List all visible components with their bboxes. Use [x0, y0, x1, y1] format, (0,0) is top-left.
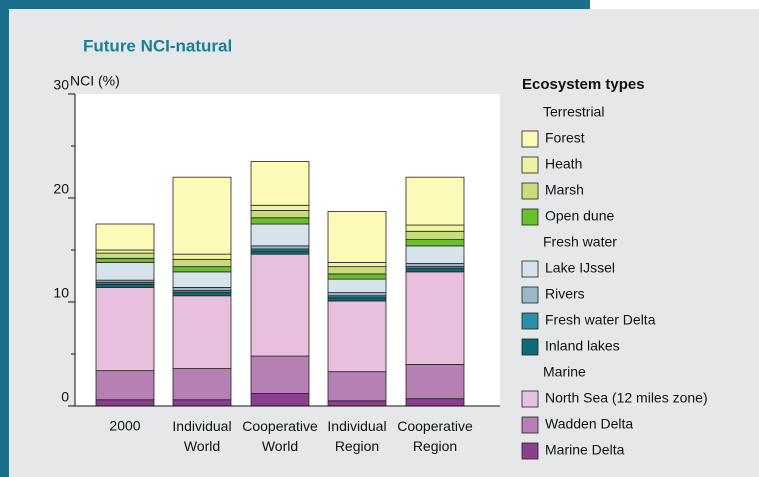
- bar-segment: [95, 249, 155, 254]
- legend-swatch: [521, 312, 539, 330]
- bar-segment: [327, 297, 387, 302]
- legend-title: Ecosystem types: [522, 76, 645, 93]
- bar-segment: [172, 271, 232, 288]
- bar-segment: [172, 295, 232, 369]
- legend-swatch: [521, 182, 539, 200]
- bar-segment: [172, 368, 232, 401]
- legend-swatch: [521, 130, 539, 148]
- legend-label: Marsh: [545, 182, 584, 198]
- bar-segment: [327, 292, 387, 297]
- x-tick-label: Individual Region: [327, 418, 386, 454]
- y-tick-label: 20: [53, 181, 69, 197]
- chart-title: Future NCI-natural: [83, 36, 232, 55]
- legend-swatch: [521, 442, 539, 460]
- bar-segment: [172, 258, 232, 268]
- x-tick-label: Cooperative World: [242, 418, 318, 454]
- bar-segment: [172, 292, 232, 297]
- bar-segment: [172, 253, 232, 260]
- legend-label: Fresh water Delta: [545, 312, 656, 328]
- bar-segment: [327, 266, 387, 275]
- bar-segment: [250, 245, 310, 250]
- y-tick-label: 30: [53, 77, 69, 93]
- bar-segment: [250, 204, 310, 211]
- legend-swatch: [521, 156, 539, 174]
- bar-segment: [405, 398, 465, 407]
- top-notch: [590, 0, 759, 9]
- legend-group-label: Marine: [543, 364, 586, 380]
- bar-segment: [95, 223, 155, 251]
- bar-segment: [327, 262, 387, 268]
- legend-swatch: [521, 390, 539, 408]
- bar-segment: [405, 263, 465, 268]
- bar-segment: [172, 399, 232, 407]
- y-tick-label: 10: [53, 285, 69, 301]
- bar-segment: [327, 300, 387, 373]
- legend-label: Marine Delta: [545, 442, 625, 458]
- bar-segment: [405, 363, 465, 400]
- top-band: [0, 0, 590, 9]
- y-axis-label: NCI (%): [70, 73, 120, 89]
- legend-group-label: Terrestrial: [543, 104, 604, 120]
- x-tick-label: Cooperative Region: [397, 418, 473, 454]
- legend-label: Open dune: [545, 208, 614, 224]
- bar-segment: [95, 283, 155, 288]
- legend-label: Forest: [545, 130, 585, 146]
- bar-segment: [95, 370, 155, 401]
- bar-segment: [250, 161, 310, 206]
- legend-label: Rivers: [545, 286, 585, 302]
- bar-segment: [95, 399, 155, 407]
- bar-segment: [95, 262, 155, 281]
- legend-swatch: [521, 260, 539, 278]
- bar-segment: [250, 217, 310, 225]
- bar-segment: [250, 223, 310, 247]
- bar-segment: [327, 400, 387, 407]
- bar-segment: [405, 230, 465, 240]
- y-tick-label: 0: [61, 389, 69, 405]
- legend-swatch: [521, 338, 539, 356]
- legend-group-label: Fresh water: [543, 234, 617, 250]
- bar-segment: [405, 239, 465, 247]
- bar-segment: [172, 287, 232, 291]
- legend-swatch: [521, 416, 539, 434]
- bar-segment: [95, 252, 155, 259]
- bar-segment: [405, 176, 465, 226]
- legend-label: Wadden Delta: [545, 416, 633, 432]
- legend-label: Inland lakes: [545, 338, 620, 354]
- bar-segment: [95, 257, 155, 263]
- bar-segment: [327, 371, 387, 402]
- legend-swatch: [521, 286, 539, 304]
- bar-segment: [95, 287, 155, 372]
- bar-segment: [250, 253, 310, 357]
- legend-label: Lake IJssel: [545, 260, 615, 276]
- bar-segment: [405, 245, 465, 264]
- legend-swatch: [521, 208, 539, 226]
- bar-segment: [250, 393, 310, 407]
- x-tick-label: 2000: [109, 418, 140, 434]
- bar-segment: [327, 278, 387, 294]
- bar-segment: [327, 211, 387, 263]
- bar-segment: [172, 266, 232, 273]
- bar-segment: [250, 210, 310, 219]
- bar-segment: [405, 224, 465, 232]
- legend-label: Heath: [545, 156, 582, 172]
- legend-label: North Sea (12 miles zone): [545, 390, 708, 406]
- bar-segment: [405, 271, 465, 365]
- bar-segment: [327, 273, 387, 280]
- bar-segment: [250, 250, 310, 255]
- left-band: [0, 0, 9, 477]
- x-tick-label: Individual World: [172, 418, 231, 454]
- bar-segment: [405, 268, 465, 273]
- bar-segment: [172, 176, 232, 255]
- bar-segment: [250, 355, 310, 394]
